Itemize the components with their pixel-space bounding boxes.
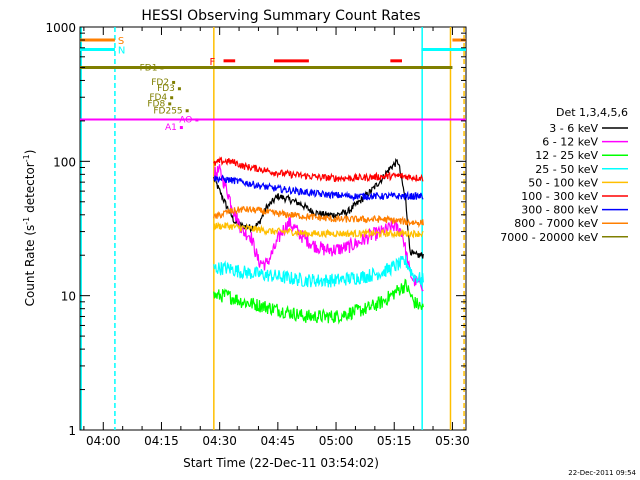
series-line-300-800keV [213,174,424,202]
y-tick-label: 1 [68,424,76,438]
legend-entry-label: 300 - 800 keV [521,204,598,217]
flag-fd4-label: FD4 [149,93,167,103]
y-axis-label-mid: detector [23,162,37,217]
flag-fd255-marker [185,109,189,113]
legend-entry-label: 7000 - 20000 keV [500,231,598,244]
flag-fd255-label: FD255 [153,106,182,116]
legend-title: Det 1,3,4,5,6 [556,106,628,119]
y-axis-label: Count Rate (s-1 detector-1) [22,150,37,307]
x-tick-label: 05:15 [377,434,412,448]
legend-entry-label: 12 - 25 keV [535,149,598,162]
flag-a1-label: A1 [165,123,177,133]
x-tick-label: 04:00 [86,434,121,448]
y-axis-label-end: ) [23,150,37,155]
legend-entry-label: 3 - 6 keV [549,122,598,135]
x-tick-label: 05:00 [319,434,354,448]
x-tick-label: 04:15 [144,434,179,448]
flag-ao-marker [195,118,199,122]
legend-entry-label: 25 - 50 keV [535,163,598,176]
legend-entry-label: 6 - 12 keV [542,136,598,149]
series-line-50-100keV [213,221,424,239]
y-axis-label-sup2: -1 [22,154,31,162]
flag-fd2-marker [172,80,176,84]
flag-a1-marker [179,126,183,130]
flag-s-label: S [118,36,124,47]
flag-fd3-marker [177,87,181,91]
chart-title: HESSI Observing Summary Count Rates [141,8,420,24]
x-tick-label: 04:45 [261,434,296,448]
plot-frame [79,26,467,431]
flag-fd2-label: FD2 [151,78,169,88]
flag-ao-label: AO [179,115,192,125]
series-line-12-25keV [213,278,424,325]
y-tick-label: 10 [61,290,76,304]
series-line-6-12keV [213,164,424,292]
x-tick-label: 05:30 [435,434,470,448]
footer-timestamp: 22-Dec-2011 09:54 [568,469,636,477]
series-line-100-300keV [213,156,424,183]
y-axis-label-main: Count Rate (s [23,225,37,307]
series-line-25-50keV [213,255,424,288]
svg-text:Count Rate (s-1 detector-1): Count Rate (s-1 detector-1) [22,150,37,307]
x-axis-label: Start Time (22-Dec-11 03:54:02) [183,456,379,470]
y-tick-label: 1000 [45,21,76,35]
x-tick-label: 04:30 [202,434,237,448]
legend-entry-label: 50 - 100 keV [528,176,598,189]
y-tick-label: 100 [53,155,76,169]
flag-n-label: N [118,45,125,56]
flag-fd1-label: FD1 [140,63,158,73]
legend-entry-label: 800 - 7000 keV [514,217,598,230]
flag-fd3-label: FD3 [157,84,175,94]
y-axis-label-sup1: -1 [22,217,31,225]
legend-entry-label: 100 - 300 keV [521,190,598,203]
flag-fd8-label: FD8 [147,99,165,109]
series-line-800-7000keV [213,205,424,229]
flag-fd8-marker [168,102,172,106]
flag-f-label: F [210,57,216,68]
flag-fd4-marker [170,96,174,100]
flag-fd1-marker [160,66,164,70]
